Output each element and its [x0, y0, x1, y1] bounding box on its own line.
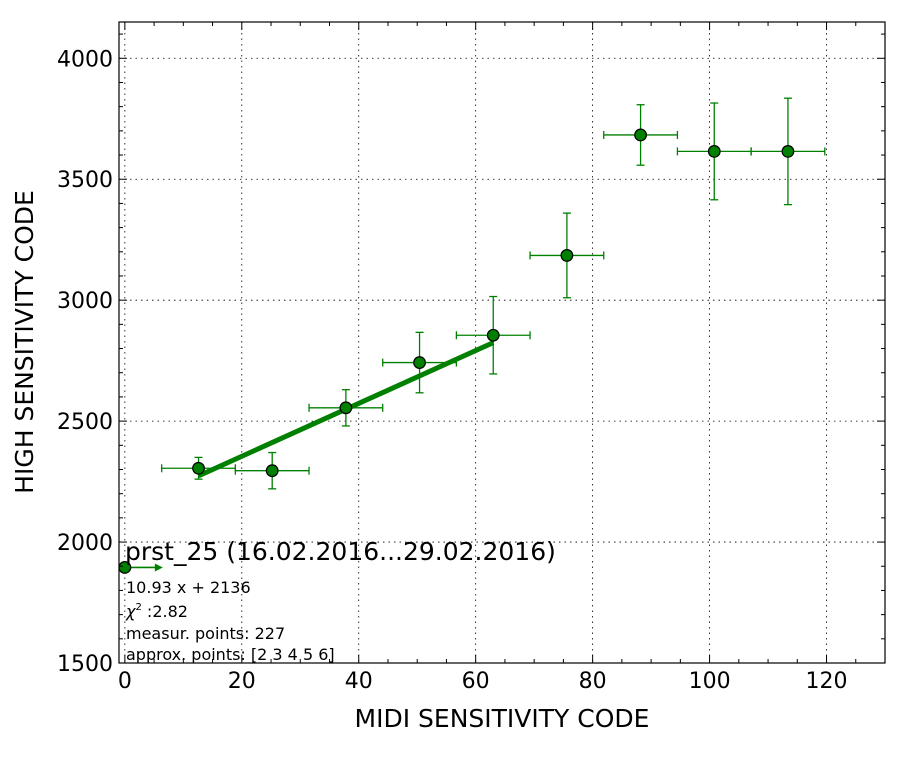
y-tick-label: 1500: [57, 652, 113, 677]
grid: [119, 22, 885, 663]
data-point: [339, 401, 353, 415]
chi-symbol: χ: [125, 602, 136, 621]
chi-value: :2.82: [142, 602, 188, 621]
x-tick-label: 40: [345, 669, 373, 694]
x-tick-label: 0: [118, 669, 132, 694]
data-points: [118, 128, 795, 574]
x-tick-label: 120: [806, 669, 848, 694]
y-tick-label: 3000: [57, 289, 113, 314]
data-point: [192, 461, 205, 475]
measur-points-text: measur. points: 227: [126, 624, 285, 643]
x-tick-label: 80: [579, 669, 607, 694]
data-point: [265, 464, 279, 478]
x-tick-label: 60: [462, 669, 490, 694]
y-tick-label: 2000: [57, 531, 113, 556]
data-point: [707, 145, 721, 158]
y-tick-label: 4000: [57, 47, 113, 72]
data-point: [634, 128, 647, 142]
x-tick-label: 20: [228, 669, 256, 694]
x-axis-label: MIDI SENSITIVITY CODE: [355, 704, 650, 733]
y-tick-label: 3500: [57, 168, 113, 193]
plot-background: [119, 22, 885, 663]
chi-exponent: 2: [135, 602, 141, 613]
fit-equation: 10.93 x + 2136: [126, 578, 251, 597]
plot-frame: [118, 21, 886, 664]
x-tick-label: 100: [689, 669, 731, 694]
axis-ticks: 0 20 40 60 80 100 120 1500 2000 2500 3000 3500 4000: [57, 22, 885, 694]
chi-square-text: χ2 :2.82: [125, 602, 188, 621]
data-point: [781, 145, 795, 158]
arrow-head: [154, 563, 163, 572]
data-point: [413, 356, 426, 369]
y-tick-label: 2500: [57, 410, 113, 435]
y-axis-label: HIGH SENSITIVITY CODE: [10, 190, 39, 494]
data-point: [486, 328, 500, 342]
chart-title: prst_25 (16.02.2016...29.02.2016): [125, 537, 556, 566]
data-point: [560, 249, 574, 262]
approx-points-text: approx. points: [2 3 4 5 6]: [126, 645, 335, 664]
